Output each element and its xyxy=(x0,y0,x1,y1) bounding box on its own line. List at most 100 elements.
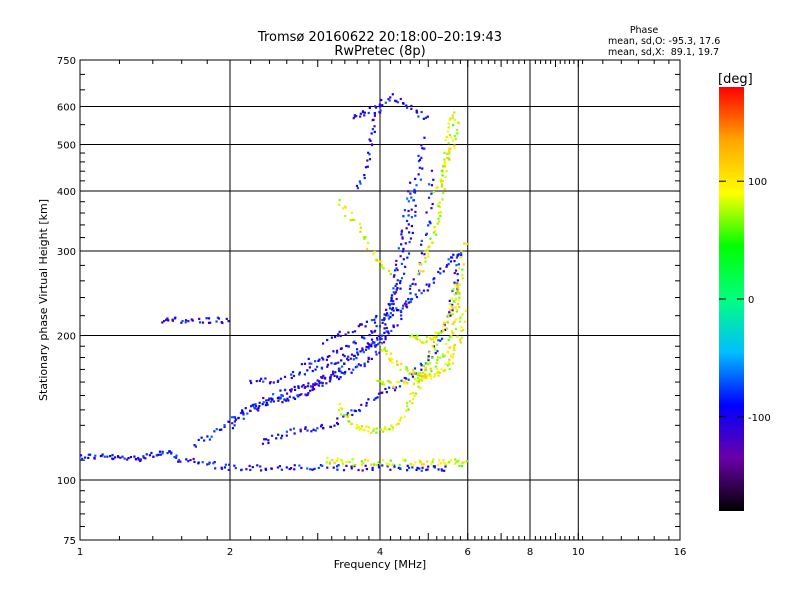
echo-point xyxy=(359,115,362,118)
echo-point xyxy=(454,299,457,303)
echo-point xyxy=(152,455,155,458)
echo-point xyxy=(410,372,414,376)
echo-point xyxy=(458,292,461,295)
echo-point xyxy=(215,428,218,431)
echo-point xyxy=(309,389,312,392)
echo-point xyxy=(455,256,459,259)
echo-point xyxy=(428,283,431,286)
echo-point xyxy=(388,307,392,310)
echo-point xyxy=(435,337,438,340)
echo-point xyxy=(264,377,267,380)
echo-point xyxy=(400,379,403,382)
echo-point xyxy=(289,467,293,470)
echo-point xyxy=(432,345,436,348)
echo-point xyxy=(314,360,317,363)
echo-point xyxy=(425,373,428,376)
echo-point xyxy=(411,402,414,405)
echo-point xyxy=(335,459,338,462)
echo-point xyxy=(336,422,340,426)
echo-point xyxy=(330,373,333,377)
echo-point xyxy=(405,409,408,412)
echo-point xyxy=(360,463,364,466)
echo-point xyxy=(304,426,307,429)
echo-point xyxy=(395,297,398,301)
echo-point xyxy=(123,457,126,460)
echo-point xyxy=(387,269,391,273)
echo-point xyxy=(318,380,321,383)
echo-point xyxy=(411,391,415,394)
echo-point xyxy=(377,466,381,469)
echo-point xyxy=(396,268,399,272)
echo-point xyxy=(428,285,431,288)
echo-point xyxy=(392,324,395,327)
echo-point xyxy=(339,334,342,338)
echo-point xyxy=(443,161,446,164)
echo-point xyxy=(405,300,408,303)
echo-point xyxy=(400,233,403,236)
echo-point xyxy=(448,134,452,137)
echo-point xyxy=(440,331,443,334)
echo-point xyxy=(465,242,468,245)
x-tick-label: 16 xyxy=(674,547,687,558)
echo-point xyxy=(397,247,400,250)
echo-point xyxy=(428,220,431,223)
echo-point xyxy=(388,99,391,102)
echo-point xyxy=(407,223,410,226)
echo-point xyxy=(353,354,356,358)
echo-point xyxy=(426,468,429,471)
echo-point xyxy=(360,403,363,406)
echo-point xyxy=(425,335,429,339)
echo-point xyxy=(350,422,353,426)
echo-point xyxy=(358,180,361,183)
echo-point xyxy=(438,220,441,223)
echo-point xyxy=(241,409,244,413)
echo-point xyxy=(375,325,378,328)
echo-point xyxy=(438,201,441,204)
echo-point xyxy=(448,149,451,153)
echo-point xyxy=(365,345,368,349)
echo-point xyxy=(391,93,394,96)
echo-point xyxy=(395,267,398,270)
echo-point xyxy=(463,320,466,323)
echo-point xyxy=(367,459,370,462)
echo-point xyxy=(399,368,402,371)
echo-point xyxy=(410,334,414,337)
echo-point xyxy=(346,415,350,418)
echo-point xyxy=(450,136,453,139)
echo-point xyxy=(455,264,458,267)
echo-point xyxy=(373,427,376,431)
echo-point xyxy=(432,231,436,234)
echo-point xyxy=(234,467,237,470)
echo-point xyxy=(376,396,379,399)
echo-point xyxy=(359,364,362,367)
echo-point xyxy=(398,463,401,467)
echo-point xyxy=(233,416,236,419)
echo-point xyxy=(410,107,413,110)
echo-point xyxy=(447,262,450,266)
echo-point xyxy=(383,346,387,349)
echo-point xyxy=(459,256,462,259)
echo-point xyxy=(156,453,159,457)
echo-point xyxy=(381,318,384,322)
echo-point xyxy=(380,263,383,267)
echo-point xyxy=(406,256,409,259)
echo-point xyxy=(331,458,334,462)
echo-point xyxy=(389,352,393,355)
echo-point xyxy=(402,258,405,261)
echo-point xyxy=(365,467,368,471)
echo-point xyxy=(452,353,455,356)
echo-point xyxy=(374,350,377,353)
echo-point xyxy=(231,416,234,419)
echo-point xyxy=(448,461,451,464)
echo-point xyxy=(420,292,423,295)
echo-point xyxy=(330,336,333,339)
echo-point xyxy=(433,375,436,378)
echo-point xyxy=(443,158,446,161)
echo-point xyxy=(320,381,323,384)
echo-point xyxy=(418,166,421,169)
echo-point xyxy=(320,376,323,379)
echo-point xyxy=(461,274,464,277)
echo-point xyxy=(405,219,409,223)
echo-point xyxy=(278,465,282,468)
echo-point xyxy=(326,365,329,368)
